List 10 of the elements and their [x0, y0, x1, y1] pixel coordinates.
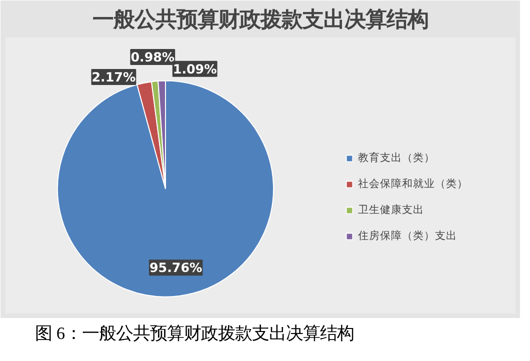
- legend-label: 卫生健康支出: [358, 203, 424, 217]
- data-label: 1.09%: [172, 61, 218, 76]
- data-label: 2.17%: [92, 70, 136, 85]
- caption: 图 6：一般公共预算财政拨款支出决算结构: [35, 323, 354, 345]
- data-label: 0.98%: [130, 49, 175, 64]
- legend-label: 住房保障（类）支出: [358, 229, 457, 243]
- legend-label: 教育支出（类）: [358, 151, 435, 165]
- legend-label: 社会保障和就业（类）: [358, 177, 468, 191]
- data-label: 95.76%: [149, 260, 203, 276]
- chart-title: 一般公共预算财政拨款支出决算结构: [92, 8, 428, 32]
